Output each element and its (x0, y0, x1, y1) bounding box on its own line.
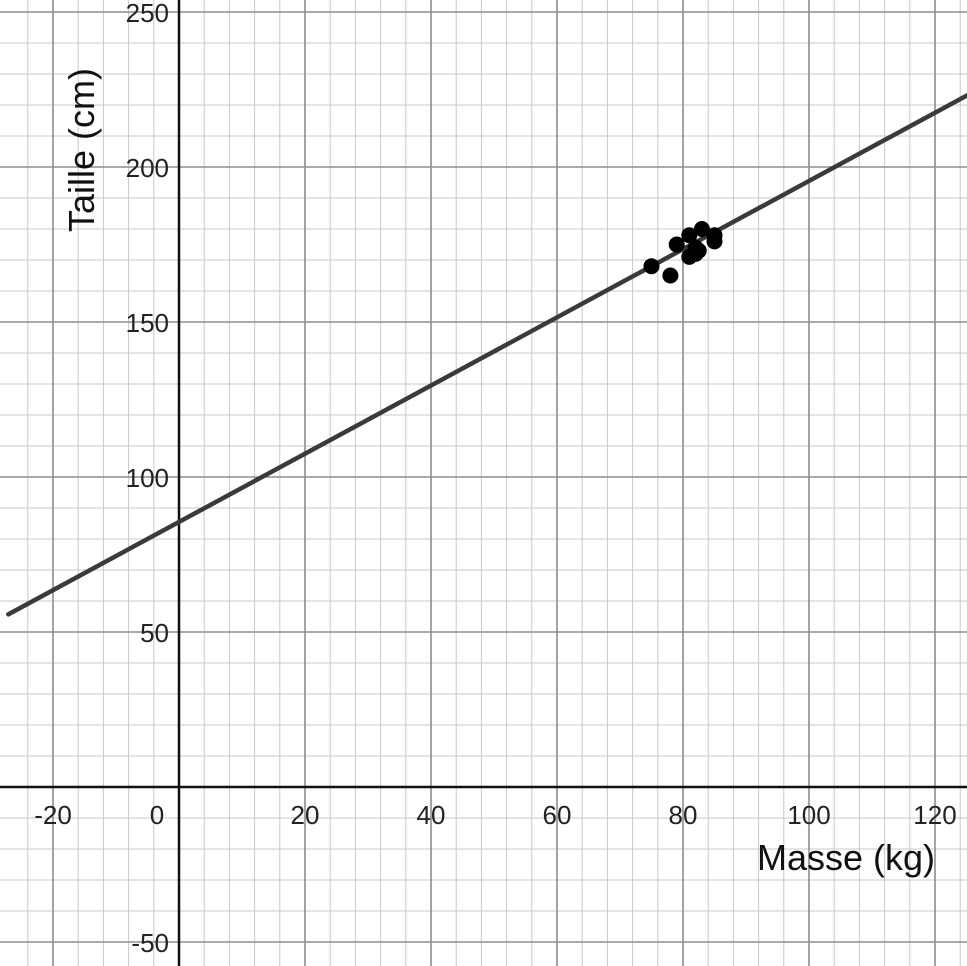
y-tick-label: 250 (126, 0, 169, 28)
y-tick-label: -50 (131, 928, 169, 958)
x-tick-label: 60 (543, 800, 572, 830)
data-point (693, 221, 710, 237)
x-tick-label: 40 (417, 800, 446, 830)
y-tick-label: 50 (140, 618, 169, 648)
y-tick-label: 100 (126, 463, 169, 493)
y-tick-labels: -50 50 100 150 200 250 (126, 0, 169, 958)
regression-line (6, 92, 967, 617)
data-point (643, 258, 660, 275)
regression-line-group (6, 92, 967, 617)
x-tick-label: 20 (291, 800, 320, 830)
data-point (662, 267, 679, 284)
x-tick-label: 120 (913, 800, 956, 830)
data-point (706, 233, 723, 250)
x-tick-label: 80 (669, 800, 698, 830)
x-axis-title: Masse (kg) (757, 837, 935, 878)
data-point (668, 236, 685, 253)
y-tick-label: 150 (126, 308, 169, 338)
data-point (681, 227, 698, 244)
x-tick-label: 100 (787, 800, 830, 830)
data-point (690, 242, 707, 259)
data-points (643, 221, 723, 284)
y-axis-title: Taille (cm) (61, 68, 102, 232)
x-tick-label: 0 (150, 800, 164, 830)
x-tick-labels: -20 0 20 40 60 80 100 120 (34, 800, 956, 830)
x-tick-label: -20 (34, 800, 72, 830)
y-tick-label: 200 (126, 153, 169, 183)
